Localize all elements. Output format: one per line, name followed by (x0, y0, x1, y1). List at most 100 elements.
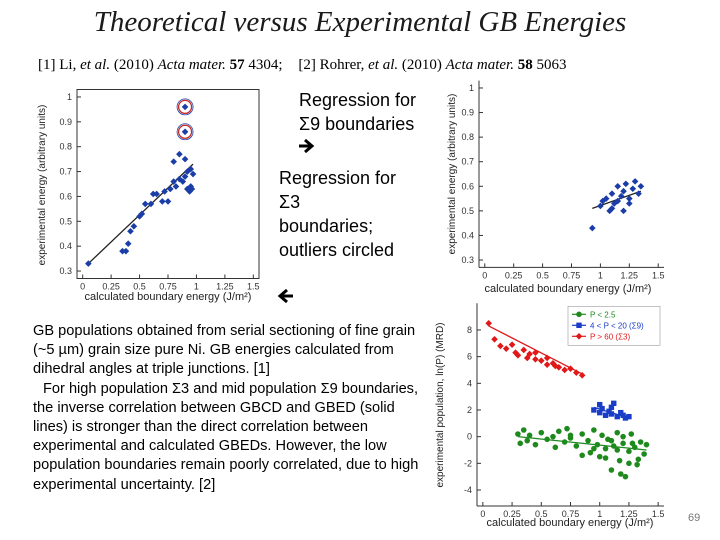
x-tick-label: 1.5 (247, 282, 260, 292)
y-tick-label: 8 (467, 325, 472, 335)
slide-title: Theoretical versus Experimental GB Energ… (93, 6, 627, 38)
x-tick-label: 0 (482, 270, 487, 280)
legend-marker (576, 322, 582, 328)
point (497, 342, 504, 350)
point (602, 445, 609, 452)
point (124, 240, 132, 247)
point (537, 357, 545, 364)
point (614, 429, 621, 436)
point (620, 440, 626, 447)
ref-year: (2010) (401, 57, 442, 73)
point (176, 150, 183, 158)
point (579, 452, 585, 459)
x-tick-label: 1 (194, 282, 199, 292)
point (130, 222, 138, 230)
point (589, 224, 596, 232)
point (626, 413, 632, 420)
outlier-ring (177, 124, 193, 139)
point (637, 439, 644, 445)
body-text: GB populations obtained from serial sect… (33, 322, 433, 495)
point (514, 352, 522, 359)
point (597, 202, 604, 210)
plot-frame (76, 89, 260, 279)
point (515, 431, 521, 437)
point (184, 185, 191, 193)
y-tick-label: 0.5 (59, 216, 72, 226)
point (635, 190, 642, 197)
ref-page: 4304; (248, 57, 283, 73)
point (591, 445, 597, 452)
point (608, 411, 615, 417)
point (550, 433, 556, 440)
point (186, 188, 193, 195)
point (181, 128, 189, 136)
ref-etal: et al. (80, 57, 111, 73)
point (631, 178, 639, 185)
x-tick-label: 0.5 (536, 270, 549, 280)
outlier-ring (176, 123, 194, 141)
point (614, 413, 620, 420)
y-tick-label: 4 (467, 378, 472, 388)
y-tick-label: 0.3 (59, 266, 72, 276)
point (567, 432, 574, 439)
point (610, 200, 618, 207)
y-tick-label: -4 (464, 485, 472, 495)
x-tick-label: 1.25 (620, 509, 638, 519)
ref-year: (2010) (113, 57, 154, 73)
point (626, 460, 632, 467)
x-tick-label: 0.5 (133, 282, 146, 292)
point (141, 200, 149, 208)
point (172, 183, 180, 190)
point (629, 185, 637, 193)
point (164, 198, 172, 205)
legend-label: P > 60 (Σ3) (590, 332, 630, 341)
x-tick-label: 1.25 (621, 270, 639, 280)
x-axis-label: calculated boundary energy (J/m²) (487, 517, 654, 529)
reference: [1] Li, et al. (2010) Acta mater. 57 430… (38, 57, 283, 73)
fit-line (517, 436, 647, 451)
y-tick-label: 1 (67, 92, 72, 102)
point (127, 227, 134, 235)
point (544, 436, 550, 443)
point (602, 195, 610, 202)
x-tick-label: 0.75 (159, 282, 177, 292)
point (616, 457, 623, 464)
x-tick-label: 1.25 (216, 282, 234, 292)
point (520, 346, 528, 354)
point (552, 444, 559, 451)
point (170, 158, 177, 165)
point (620, 207, 627, 215)
point (585, 437, 591, 444)
point (159, 198, 166, 205)
outlier-ring (177, 99, 193, 115)
ref-label: [1] Li, (38, 57, 77, 73)
point (502, 345, 510, 352)
point (608, 404, 615, 411)
point (526, 432, 533, 439)
point (184, 168, 191, 175)
point (138, 210, 146, 218)
point (602, 455, 609, 461)
point (85, 260, 92, 267)
point (591, 427, 597, 433)
point (532, 441, 539, 448)
point (599, 432, 605, 439)
point (626, 200, 633, 207)
y-tick-label: 0.5 (461, 206, 474, 216)
x-tick-label: 1 (597, 509, 602, 519)
point (620, 433, 626, 440)
point (614, 447, 621, 453)
point (188, 185, 196, 193)
x-tick-label: 0.5 (535, 509, 548, 519)
legend-label: 4 < P < 20 (Σ9) (590, 321, 644, 330)
y-tick-label: 0.9 (461, 108, 474, 118)
point (597, 409, 603, 416)
point (608, 205, 616, 212)
annotation: Regression for Σ9 boundaries (299, 90, 417, 134)
y-tick-label: 6 (467, 352, 472, 362)
y-axis-label: experimental energy (arbitrary units) (37, 105, 48, 266)
x-tick-label: 0 (80, 282, 85, 292)
point (608, 437, 615, 444)
point (622, 473, 629, 480)
